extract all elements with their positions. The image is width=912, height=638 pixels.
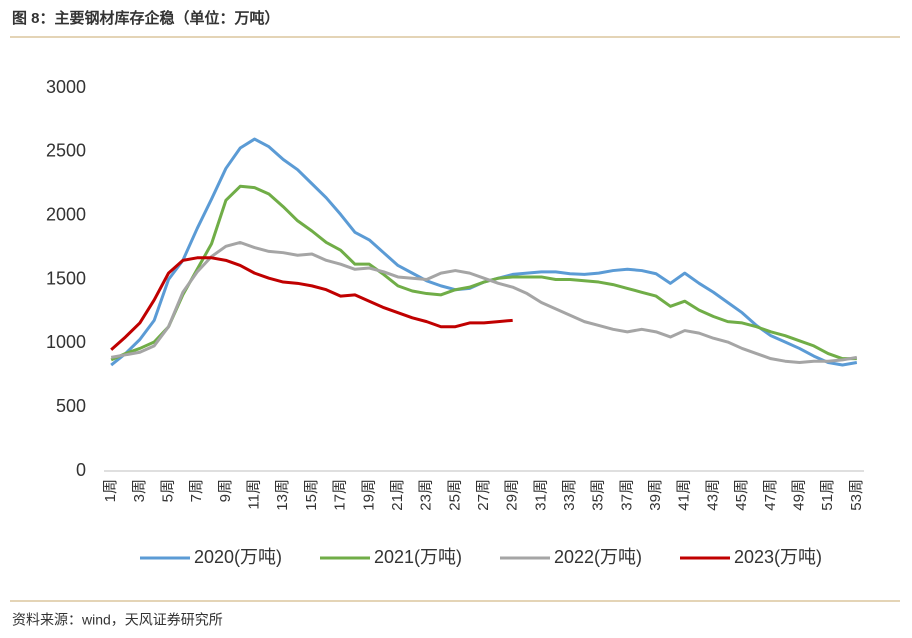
x-tick-label: 29周 [504,479,521,511]
y-tick-label: 500 [56,396,86,416]
x-tick-label: 25周 [446,479,463,511]
x-tick-label: 41周 [676,479,693,511]
x-tick-label: 5周 [159,479,176,502]
series-line [110,184,857,362]
x-tick-label: 31周 [532,479,549,511]
legend-label: 2021(万吨) [374,547,462,567]
series-line [110,256,513,351]
x-tick-label: 19周 [360,479,377,511]
x-tick-label: 53周 [848,479,865,511]
legend-label: 2023(万吨) [734,547,822,567]
chart-title: 图 8：主要钢材库存企稳（单位：万吨） [12,9,280,27]
x-tick-label: 23周 [418,479,435,511]
x-tick-label: 1周 [102,479,119,502]
y-tick-label: 3000 [46,77,86,97]
x-tick-label: 39周 [647,479,664,511]
x-tick-label: 21周 [389,479,406,511]
source-note: 资料来源：wind，天风证券研究所 [12,612,223,628]
x-tick-label: 51周 [819,479,836,511]
x-tick-label: 33周 [561,479,578,511]
x-tick-label: 49周 [790,479,807,511]
x-tick-label: 37周 [618,479,635,511]
x-tick-label: 45周 [733,479,750,511]
x-tick-label: 47周 [762,479,779,511]
x-tick-label: 15周 [303,479,320,511]
x-tick-label: 11周 [246,479,263,510]
legend-label: 2020(万吨) [194,547,282,567]
y-tick-label: 1500 [46,268,86,288]
x-tick-label: 35周 [590,479,607,511]
y-tick-label: 2500 [46,141,86,161]
series-line [110,137,858,367]
x-tick-label: 9周 [217,479,234,502]
x-tick-label: 43周 [704,479,721,511]
series-line [110,240,858,364]
y-tick-label: 0 [76,460,86,480]
x-tick-label: 3周 [131,479,148,502]
legend-label: 2022(万吨) [554,547,642,567]
y-tick-label: 2000 [46,204,86,224]
x-tick-label: 17周 [332,479,349,511]
y-tick-label: 1000 [46,332,86,352]
x-tick-label: 27周 [475,479,492,511]
x-tick-label: 7周 [188,479,205,502]
x-tick-label: 13周 [274,479,291,511]
